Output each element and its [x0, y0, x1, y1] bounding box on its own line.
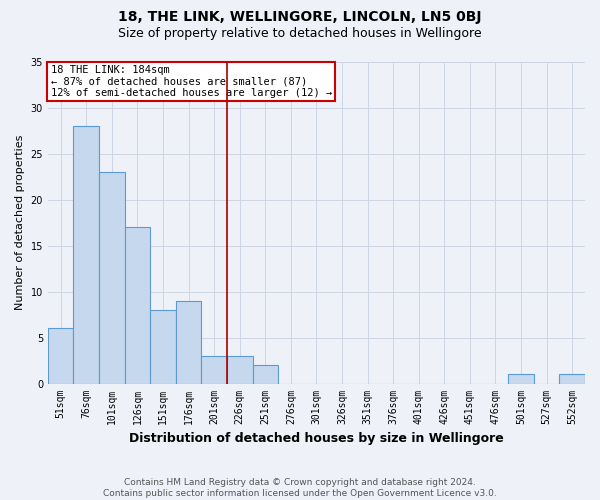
Text: Contains HM Land Registry data © Crown copyright and database right 2024.
Contai: Contains HM Land Registry data © Crown c… [103, 478, 497, 498]
Bar [253, 365, 278, 384]
X-axis label: Distribution of detached houses by size in Wellingore: Distribution of detached houses by size … [129, 432, 504, 445]
Bar [202, 356, 227, 384]
Y-axis label: Number of detached properties: Number of detached properties [15, 135, 25, 310]
Text: 18 THE LINK: 184sqm
← 87% of detached houses are smaller (87)
12% of semi-detach: 18 THE LINK: 184sqm ← 87% of detached ho… [50, 64, 332, 98]
Bar [125, 227, 150, 384]
Text: Size of property relative to detached houses in Wellingore: Size of property relative to detached ho… [118, 28, 482, 40]
Bar [73, 126, 99, 384]
Bar [48, 328, 73, 384]
Text: 18, THE LINK, WELLINGORE, LINCOLN, LN5 0BJ: 18, THE LINK, WELLINGORE, LINCOLN, LN5 0… [118, 10, 482, 24]
Bar [227, 356, 253, 384]
Bar [559, 374, 585, 384]
Bar [99, 172, 125, 384]
Bar [176, 300, 202, 384]
Bar [508, 374, 534, 384]
Bar [150, 310, 176, 384]
